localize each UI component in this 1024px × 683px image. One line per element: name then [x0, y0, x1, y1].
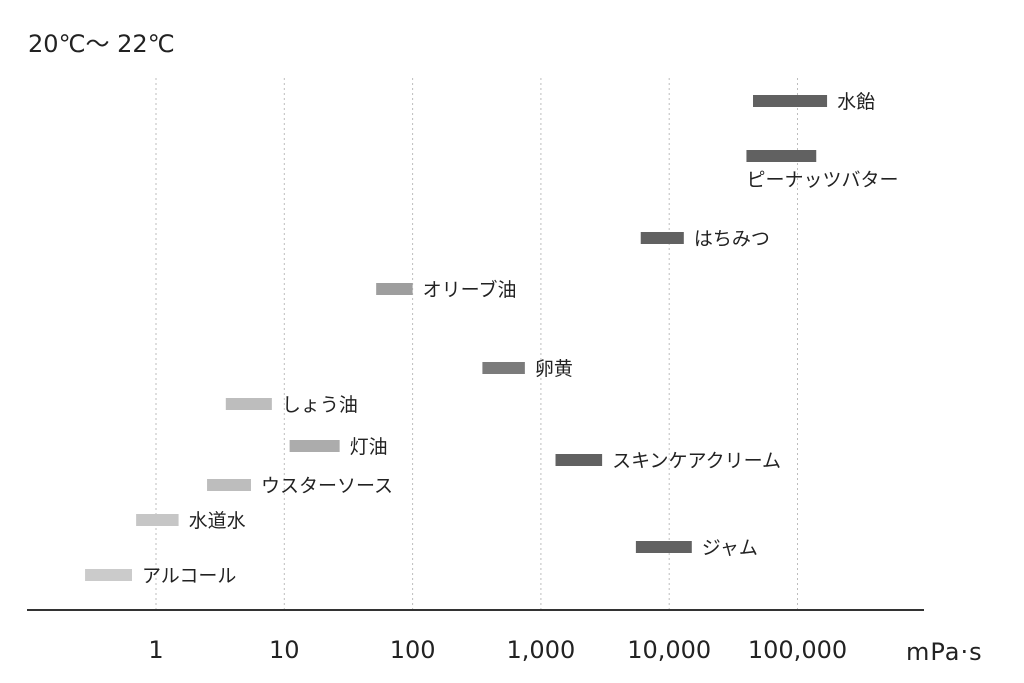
bar	[289, 440, 340, 452]
bar	[753, 95, 828, 107]
bar	[225, 398, 272, 410]
x-axis-unit: mPa·s	[906, 638, 983, 666]
x-tick-labels: 1 10 100 1,000 10,000 100,000	[148, 636, 847, 664]
bar-label: 灯油	[350, 436, 388, 458]
x-tick-label: 10	[269, 636, 300, 664]
bar	[746, 150, 817, 162]
bar	[555, 454, 603, 466]
bar-label: 水飴	[837, 91, 875, 113]
chart-title: 20℃〜 22℃	[28, 30, 175, 58]
bar-label: しょう油	[282, 394, 358, 416]
x-tick-label: 100	[390, 636, 436, 664]
bar-label: ウスターソース	[261, 475, 393, 497]
x-tick-label: 1	[148, 636, 163, 664]
bar-label: はちみつ	[694, 228, 770, 250]
bar-series: 水飴ピーナッツバターはちみつオリーブ油卵黄しょう油灯油スキンケアクリームウスター…	[85, 91, 898, 587]
bar-label: ピーナッツバター	[746, 169, 898, 191]
bar	[207, 479, 251, 491]
x-tick-label: 10,000	[627, 636, 711, 664]
bar-label: 卵黄	[535, 358, 573, 380]
bar-label: 水道水	[189, 510, 246, 532]
bar-label: アルコール	[142, 565, 236, 587]
bar-label: オリーブ油	[423, 278, 517, 301]
bar	[635, 541, 692, 553]
bar-label: ジャム	[702, 537, 758, 559]
bar	[376, 283, 413, 295]
bar	[482, 362, 525, 374]
bar	[640, 232, 684, 244]
grid-lines	[155, 78, 798, 610]
bar-label: スキンケアクリーム	[612, 450, 781, 472]
bar	[85, 569, 132, 581]
bar	[136, 514, 179, 526]
x-tick-label: 1,000	[507, 636, 576, 664]
x-tick-label: 100,000	[748, 636, 847, 664]
